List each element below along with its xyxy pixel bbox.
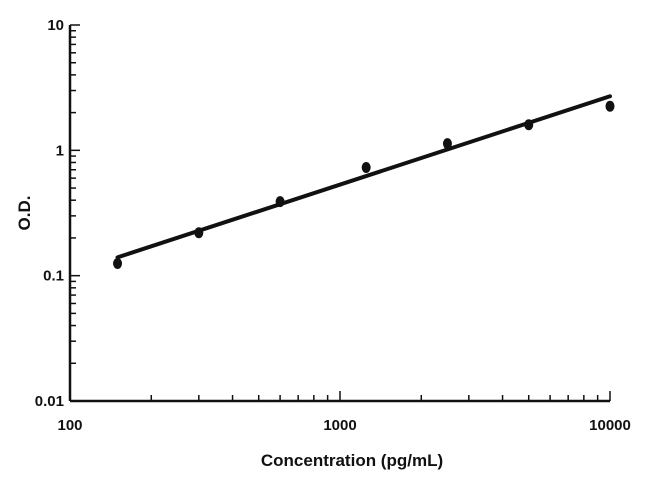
x-tick-label: 100 — [57, 417, 82, 434]
data-point — [113, 258, 123, 270]
axes — [68, 25, 610, 403]
data-point — [275, 196, 285, 208]
data-point — [524, 119, 534, 131]
fit-line — [115, 94, 612, 260]
y-tick-label: 1 — [56, 142, 64, 159]
y-tick-label: 10 — [47, 17, 64, 34]
x-tick-label: 10000 — [589, 417, 631, 434]
data-point — [194, 227, 204, 239]
data-point — [442, 138, 452, 150]
fit-line-group — [115, 94, 612, 260]
data-points — [113, 100, 615, 270]
data-point — [361, 161, 371, 173]
y-tick-label: 0.01 — [35, 393, 64, 410]
ticks — [69, 24, 611, 402]
y-tick-label: 0.1 — [43, 268, 64, 285]
data-point — [605, 100, 615, 112]
y-axis-title: O.D. — [15, 196, 34, 231]
x-tick-label: 1000 — [323, 417, 356, 434]
tick-labels: 100 1000 10000 0.01 0.1 1 10 — [35, 17, 631, 434]
x-axis-title: Concentration (pg/mL) — [261, 451, 443, 470]
